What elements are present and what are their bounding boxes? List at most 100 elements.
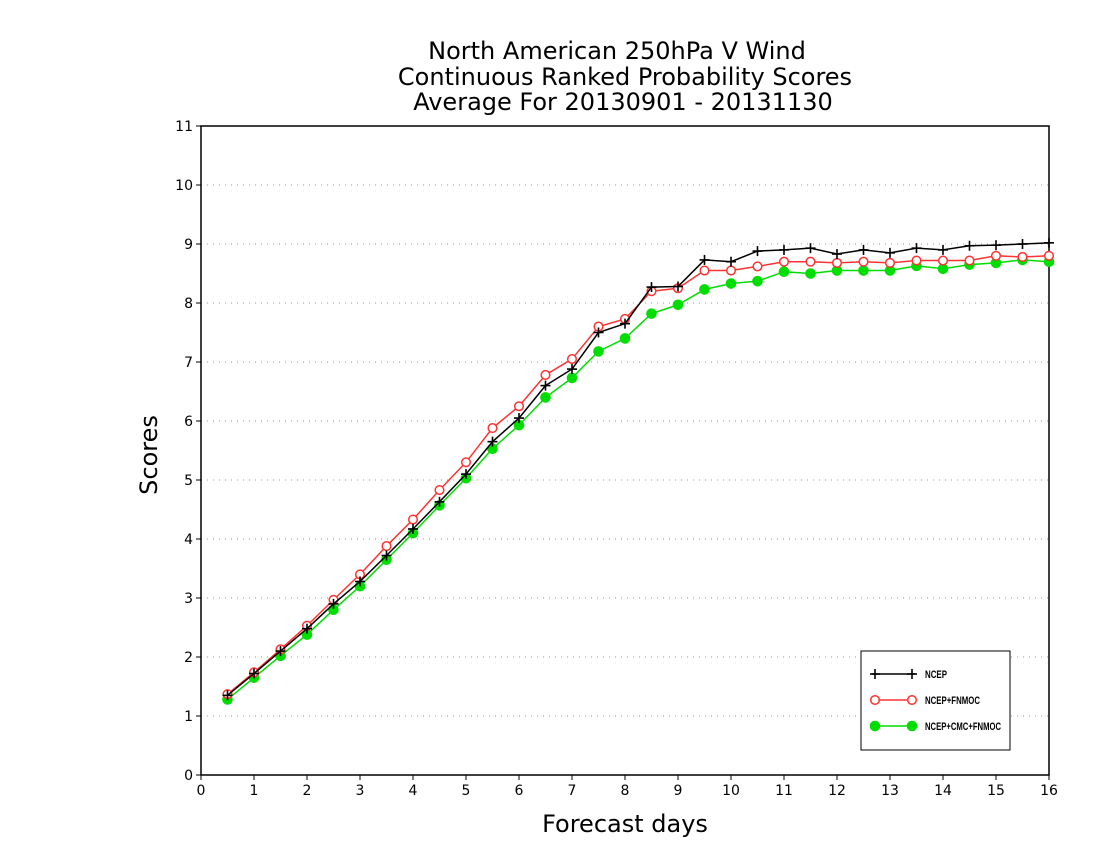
x-axis: 0 1 2 3 4 5 6 7 8 9 10 11 12 13 14 15 16 [197, 775, 1058, 799]
y-tick-label: 10 [175, 178, 193, 194]
data-point [832, 249, 842, 260]
y-tick-label: 4 [184, 532, 193, 548]
x-tick-label: 12 [828, 783, 846, 799]
data-point [672, 299, 684, 311]
data-point [964, 240, 975, 251]
data-point [514, 413, 524, 424]
gridlines [201, 184, 1049, 717]
data-point [884, 257, 896, 268]
series-ncep-fnmoc [222, 250, 1055, 700]
data-point [275, 646, 286, 657]
data-point [779, 244, 789, 255]
x-tick-label: 1 [250, 783, 259, 799]
data-point [938, 244, 948, 255]
legend-marker [907, 669, 917, 679]
data-point [302, 623, 312, 634]
data-point [567, 364, 577, 375]
legend-item: NCEP+CMC+FNMOC [869, 720, 1001, 733]
x-tick-label: 15 [987, 783, 1005, 799]
data-point [725, 265, 737, 276]
data-point [381, 550, 392, 561]
x-tick-label: 0 [197, 783, 206, 799]
x-tick-label: 5 [462, 783, 471, 799]
x-tick-label: 14 [934, 783, 952, 799]
data-point [513, 401, 525, 412]
data-point [699, 254, 710, 265]
legend-marker [906, 694, 918, 706]
y-tick-label: 2 [184, 650, 193, 666]
data-point [805, 268, 816, 279]
data-point [646, 282, 657, 293]
series-ncep [222, 237, 1054, 701]
chart-title-line-2: Continuous Ranked Probability Scores [398, 63, 852, 91]
x-tick-label: 2 [303, 783, 312, 799]
data-point [752, 275, 763, 287]
data-point [646, 308, 657, 319]
y-tick-label: 0 [184, 768, 193, 784]
legend-label: NCEP+FNMOC [925, 695, 980, 707]
data-point [566, 372, 578, 384]
data-point [461, 469, 471, 480]
chart-title-line-3: Average For 20130901 - 20131130 [413, 88, 833, 116]
legend-item: NCEP [870, 669, 947, 681]
data-point [858, 244, 869, 255]
chart-title: North American 250hPa V Wind Continuous … [398, 37, 852, 116]
data-point [726, 256, 736, 267]
y-tick-label: 1 [184, 709, 193, 725]
data-point [911, 255, 922, 266]
x-tick-label: 16 [1040, 783, 1058, 799]
series-layer [222, 237, 1055, 705]
legend-marker [870, 669, 880, 679]
data-point [593, 327, 604, 338]
data-point [381, 541, 392, 552]
y-tick-label: 8 [184, 296, 193, 312]
data-point [566, 354, 578, 365]
data-point [460, 457, 472, 468]
data-point [249, 668, 259, 679]
data-point [805, 256, 816, 267]
data-point [752, 246, 763, 257]
data-point [355, 576, 365, 587]
data-point [699, 265, 710, 276]
x-tick-label: 6 [515, 783, 524, 799]
legend-marker [906, 720, 918, 732]
data-point [434, 496, 445, 507]
x-tick-label: 9 [674, 783, 683, 799]
data-point [487, 436, 498, 447]
data-point [619, 333, 631, 344]
y-axis: 0 1 2 3 4 5 6 7 8 9 10 11 [175, 119, 201, 784]
data-point [407, 514, 419, 525]
data-point [434, 484, 445, 496]
data-point [620, 318, 630, 329]
data-point [673, 281, 683, 292]
legend-label: NCEP [925, 669, 947, 681]
legend-label: NCEP+CMC+FNMOC [925, 721, 1001, 733]
x-tick-label: 3 [356, 783, 365, 799]
x-tick-label: 11 [775, 783, 793, 799]
legend-item: NCEP+FNMOC [869, 694, 980, 707]
data-point [328, 598, 339, 609]
data-point [540, 392, 551, 403]
y-tick-label: 7 [184, 355, 193, 371]
x-tick-label: 4 [409, 783, 418, 799]
data-point [540, 369, 551, 381]
legend-marker [869, 694, 881, 706]
y-tick-label: 9 [184, 237, 193, 253]
x-tick-label: 7 [568, 783, 577, 799]
chart-title-line-1: North American 250hPa V Wind [428, 37, 806, 65]
data-point [699, 284, 710, 295]
data-point [805, 243, 816, 254]
y-tick-label: 6 [184, 414, 193, 430]
data-point [831, 257, 843, 268]
data-point [593, 346, 604, 357]
x-tick-label: 8 [621, 783, 630, 799]
y-axis-label: Scores [135, 415, 163, 495]
series-line [227, 255, 1050, 695]
data-point [1043, 250, 1055, 261]
data-point [1044, 237, 1054, 248]
x-tick-label: 10 [722, 783, 740, 799]
data-point [858, 265, 869, 276]
legend-marker [869, 720, 881, 732]
data-point [752, 261, 763, 272]
